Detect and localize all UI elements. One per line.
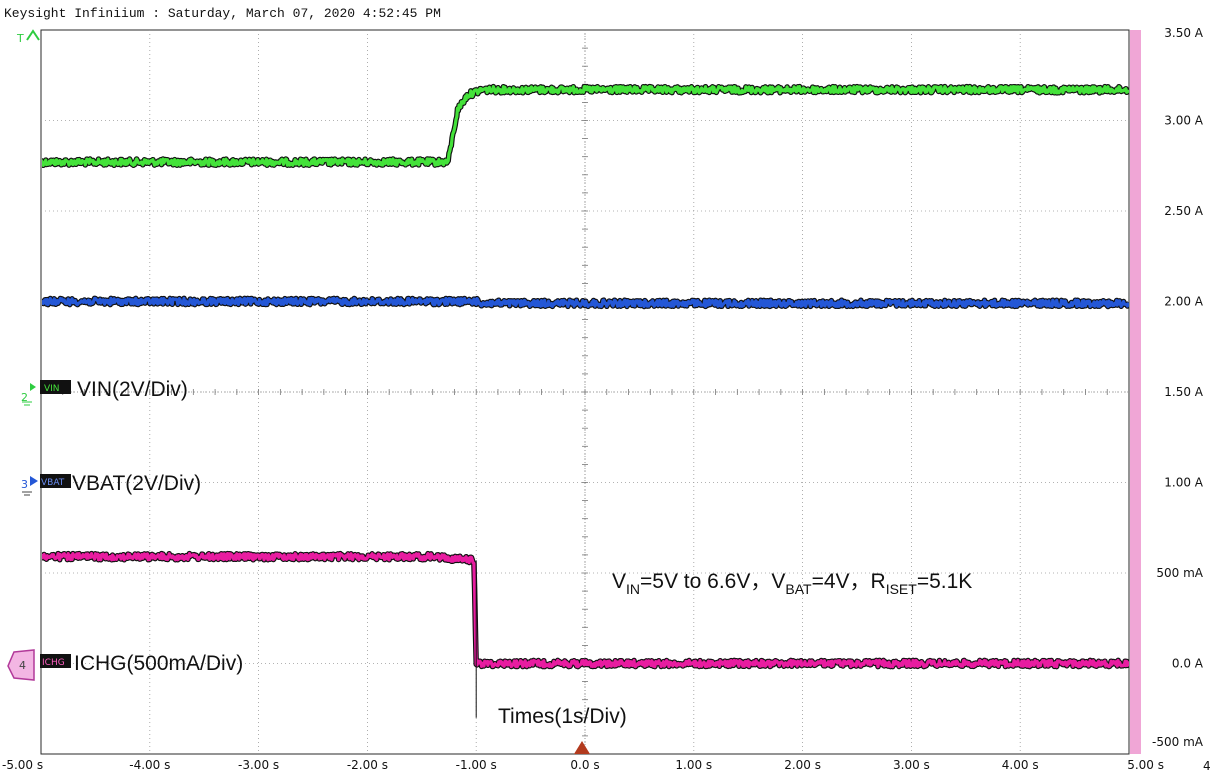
trace-line	[42, 552, 1129, 669]
time-scale-annotation: Times(1s/Div)	[498, 705, 627, 728]
ichg-label: ICHG(500mA/Div)	[74, 652, 243, 675]
x-tick-label: -5.00 s	[2, 758, 43, 772]
x-tick-labels: -5.00 s -4.00 s -3.00 s -2.00 s -1.00 s 0.0 s…	[2, 758, 1164, 772]
svg-text:ICHG: ICHG	[42, 658, 65, 668]
svg-text:4: 4	[19, 659, 26, 672]
x-tick-label: -3.00 s	[238, 758, 279, 772]
svg-text:VIN: VIN	[44, 384, 60, 394]
channel-vin-marker[interactable]: 2 VIN	[21, 380, 71, 406]
x-tick-label: 0.0 s	[570, 758, 599, 772]
trace-line	[42, 85, 1129, 167]
y-tick-labels: 3.50 A 3.00 A 2.50 A 2.00 A 1.50 A 1.00 A 500 …	[1152, 26, 1204, 749]
trace-vin	[42, 83, 1129, 169]
channel-ichg-marker[interactable]: 4 ICHG	[7, 649, 71, 681]
x-tick-label: -2.00 s	[347, 758, 388, 772]
channel-vbat-marker[interactable]: 3 VBAT	[21, 474, 71, 496]
svg-text:3: 3	[21, 478, 28, 491]
x-tick-label: 3.00 s	[893, 758, 930, 772]
y-tick-label: 2.50 A	[1164, 204, 1204, 218]
trigger-position-icon[interactable]	[574, 741, 590, 754]
y-tick-label: 3.50 A	[1164, 26, 1204, 40]
svg-text:2: 2	[21, 391, 28, 404]
y-tick-label: -500 mA	[1152, 735, 1204, 749]
scale-bar[interactable]	[1130, 30, 1141, 754]
y-tick-label: 2.00 A	[1164, 295, 1204, 309]
trigger-level-icon[interactable]: T	[16, 29, 40, 45]
y-tick-label: 500 mA	[1156, 566, 1203, 580]
graticule	[41, 30, 1129, 754]
x-tick-label: 4.00 s	[1002, 758, 1039, 772]
y-tick-label: 1.50 A	[1164, 385, 1204, 399]
vbat-label: VBAT(2V/Div)	[72, 472, 201, 495]
condition-annotation: VIN=5V to 6.6V，VBAT=4V，RISET=5.1K	[612, 570, 972, 597]
y-tick-label: 3.00 A	[1164, 114, 1204, 128]
x-tick-label: -4.00 s	[129, 758, 170, 772]
y-tick-label: 1.00 A	[1164, 476, 1204, 490]
x-tick-label: 2.00 s	[784, 758, 821, 772]
x-tick-label: 1.00 s	[675, 758, 712, 772]
svg-text:VBAT: VBAT	[41, 478, 65, 488]
window-title: Keysight Infiniium : Saturday, March 07,…	[4, 6, 441, 21]
corner-label: 4	[1203, 759, 1211, 773]
trace-ichg	[42, 550, 1129, 670]
trace-line	[42, 296, 1129, 309]
y-tick-label: 0.0 A	[1172, 657, 1204, 671]
vin-label: VIN(2V/Div)	[77, 378, 188, 401]
waveform-traces	[42, 83, 1129, 718]
x-tick-label: 5.00 s	[1127, 758, 1164, 772]
svg-text:T: T	[16, 32, 24, 45]
x-tick-label: -1.00 s	[456, 758, 497, 772]
trace-vbat	[42, 295, 1129, 310]
